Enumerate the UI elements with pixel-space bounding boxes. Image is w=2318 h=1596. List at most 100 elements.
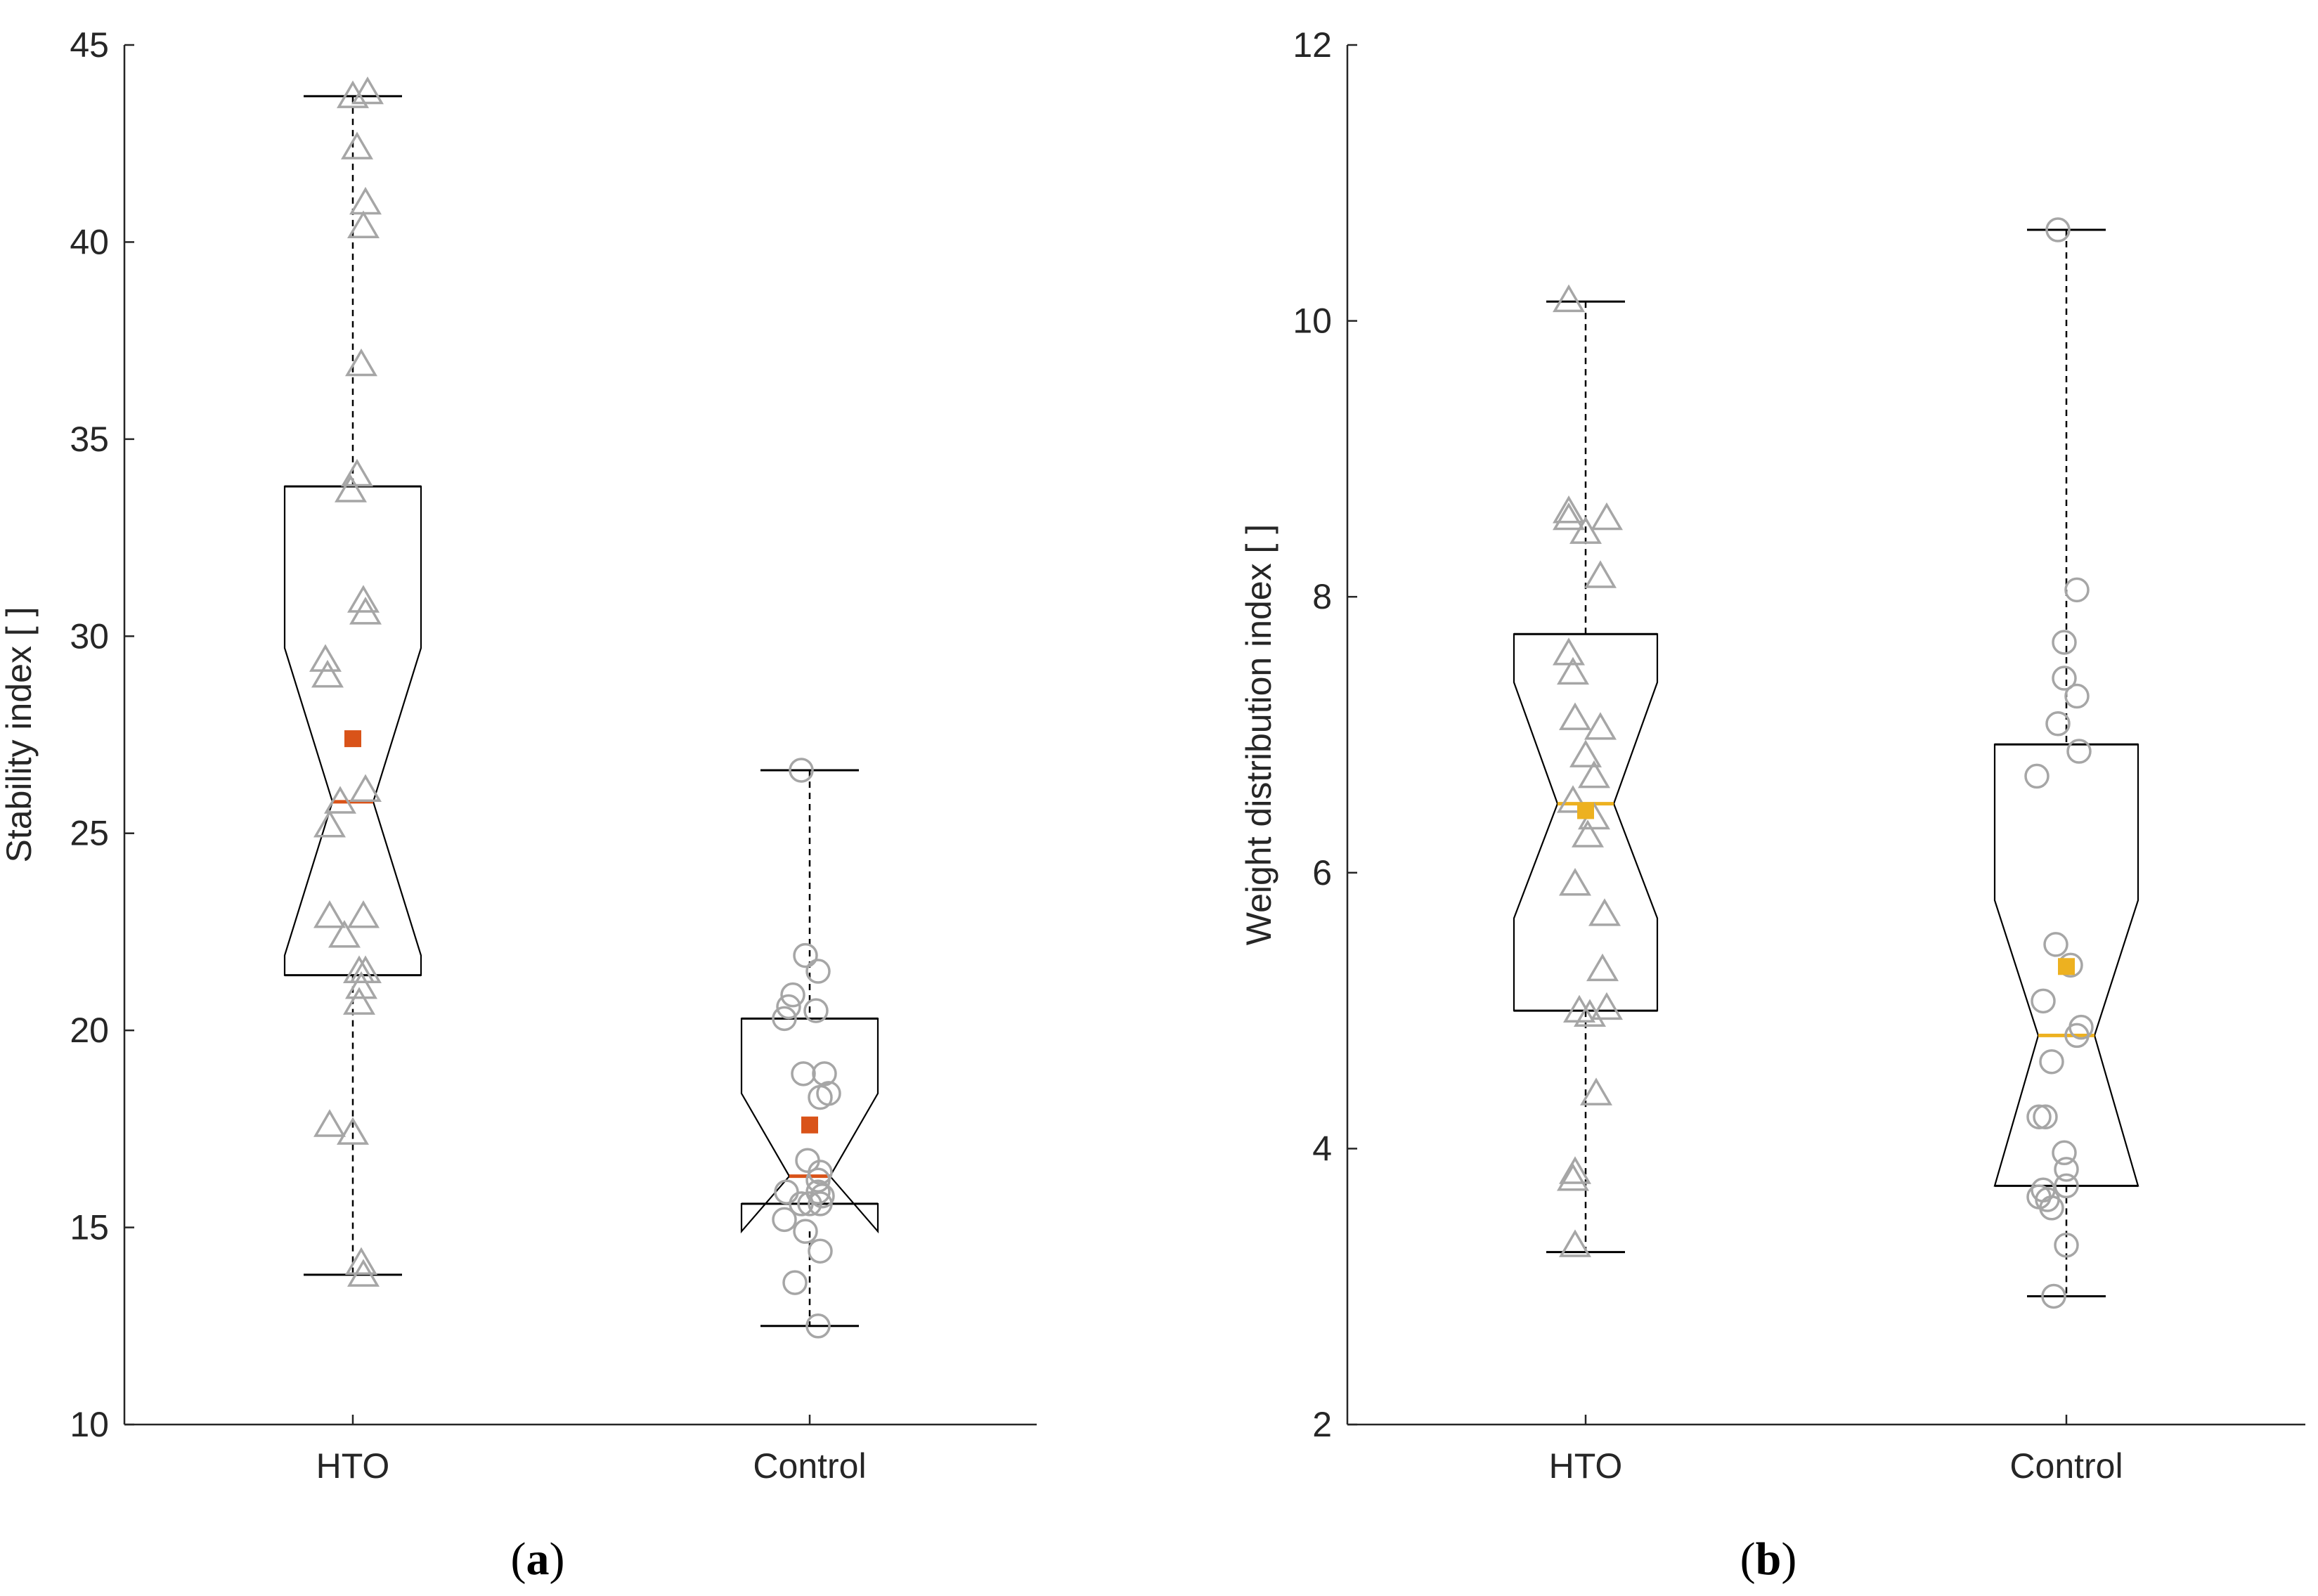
data-point-triangle	[347, 210, 380, 238]
data-point-circle	[2054, 1157, 2079, 1182]
data-point-triangle	[351, 76, 384, 105]
data-point-circle	[2066, 739, 2092, 764]
data-point-triangle	[1557, 656, 1589, 685]
data-point-triangle	[1578, 760, 1610, 789]
data-point-circle	[797, 1191, 822, 1217]
data-point-circle	[2064, 683, 2090, 709]
mean-marker	[801, 1116, 818, 1134]
data-point-triangle	[313, 810, 346, 838]
data-point-triangle	[1584, 560, 1617, 588]
data-point-triangle	[341, 131, 373, 160]
data-point-triangle	[1559, 868, 1591, 896]
data-point-triangle	[1572, 819, 1604, 848]
x-tick-label: HTO	[316, 1446, 390, 1486]
caption-b: (b)	[1740, 1533, 1797, 1585]
y-tick-label: 45	[70, 25, 109, 65]
data-point-triangle	[1591, 502, 1623, 531]
data-point-triangle	[349, 186, 382, 215]
data-point-triangle	[349, 774, 382, 802]
y-tick-label: 10	[1293, 301, 1332, 341]
data-point-triangle	[347, 900, 380, 928]
y-tick-label: 35	[70, 420, 109, 459]
data-point-circle	[2045, 711, 2071, 737]
y-axis-label: Stability index [ ]	[0, 606, 39, 862]
mean-marker	[344, 730, 361, 748]
data-point-triangle	[1559, 1156, 1591, 1184]
data-point-circle	[2052, 630, 2077, 655]
data-point-circle	[789, 1191, 814, 1217]
data-point-triangle	[1580, 1077, 1612, 1105]
data-point-circle	[803, 998, 829, 1023]
y-tick-label: 2	[1312, 1405, 1332, 1444]
mean-marker	[1577, 802, 1594, 819]
data-point-triangle	[1553, 637, 1585, 666]
data-point-triangle	[1584, 712, 1617, 740]
data-point-triangle	[337, 1117, 369, 1145]
data-point-triangle	[347, 585, 380, 613]
data-point-triangle	[1586, 953, 1619, 982]
caption-a: (a)	[511, 1533, 565, 1585]
data-point-circle	[774, 1179, 799, 1205]
data-point-triangle	[324, 786, 356, 814]
y-axis-label: Weight distribution index [ ]	[1239, 524, 1278, 945]
data-point-circle	[2064, 1023, 2090, 1049]
data-point-triangle	[349, 597, 382, 625]
y-tick-label: 20	[70, 1011, 109, 1050]
data-point-circle	[2043, 932, 2068, 957]
data-point-circle	[808, 1238, 833, 1264]
data-point-triangle	[1553, 502, 1585, 531]
x-tick-label: Control	[753, 1446, 866, 1486]
x-tick-label: Control	[2009, 1446, 2123, 1486]
y-tick-label: 30	[70, 616, 109, 656]
data-point-triangle	[1553, 284, 1585, 313]
data-point-triangle	[345, 1247, 377, 1275]
data-point-circle	[793, 942, 818, 968]
data-point-triangle	[341, 458, 373, 487]
data-point-circle	[805, 1167, 831, 1193]
data-point-circle	[772, 1207, 797, 1233]
data-point-triangle	[1553, 495, 1585, 524]
data-point-triangle	[337, 80, 369, 108]
data-point-circle	[2064, 577, 2090, 603]
data-point-circle	[2054, 1233, 2079, 1258]
data-point-circle	[2039, 1049, 2064, 1075]
panel-b-weight-distribution-chart: 2 4 6 8 10 12 Weight distribution index [ ] HTO…	[1239, 25, 2305, 1486]
data-point-triangle	[328, 920, 361, 948]
data-point-circle	[2039, 1195, 2064, 1221]
data-point-circle	[2052, 666, 2077, 691]
y-tick-label: 4	[1312, 1129, 1332, 1168]
data-point-triangle	[1569, 516, 1602, 544]
data-point-circle	[2045, 217, 2071, 242]
y-tick-label: 10	[70, 1405, 109, 1444]
notched-box	[1513, 633, 1659, 1012]
data-point-triangle	[345, 348, 377, 377]
data-point-circle	[808, 1191, 833, 1217]
data-point-triangle	[313, 900, 346, 928]
data-point-circle	[782, 1270, 808, 1295]
y-tick-label: 12	[1293, 25, 1332, 65]
data-point-triangle	[1557, 1163, 1589, 1191]
y-tick-label: 25	[70, 814, 109, 853]
data-point-triangle	[1588, 898, 1621, 926]
data-point-circle	[776, 994, 801, 1020]
data-point-circle	[2052, 1140, 2077, 1166]
data-point-triangle	[311, 659, 344, 688]
data-point-triangle	[313, 1109, 346, 1137]
data-point-circle	[2041, 1283, 2066, 1309]
data-point-triangle	[345, 971, 377, 999]
data-point-circle	[2024, 763, 2050, 789]
data-point-triangle	[1559, 702, 1591, 730]
y-tick-label: 40	[70, 222, 109, 261]
data-point-circle	[789, 758, 814, 783]
y-tick-label: 8	[1312, 577, 1332, 616]
data-point-circle	[793, 1219, 818, 1244]
panel-a-stability-chart: 10 15 20 25 30 35 40 45 Stability index [ ] HTO Co…	[0, 25, 1037, 1486]
y-tick-label: 15	[70, 1208, 109, 1247]
data-point-triangle	[335, 474, 367, 502]
data-point-triangle	[1559, 1229, 1591, 1257]
data-point-circle	[2031, 988, 2056, 1014]
data-point-circle	[791, 1061, 816, 1086]
x-tick-label: HTO	[1549, 1446, 1623, 1486]
data-point-circle	[2026, 1104, 2052, 1130]
data-point-circle	[2033, 1104, 2058, 1130]
